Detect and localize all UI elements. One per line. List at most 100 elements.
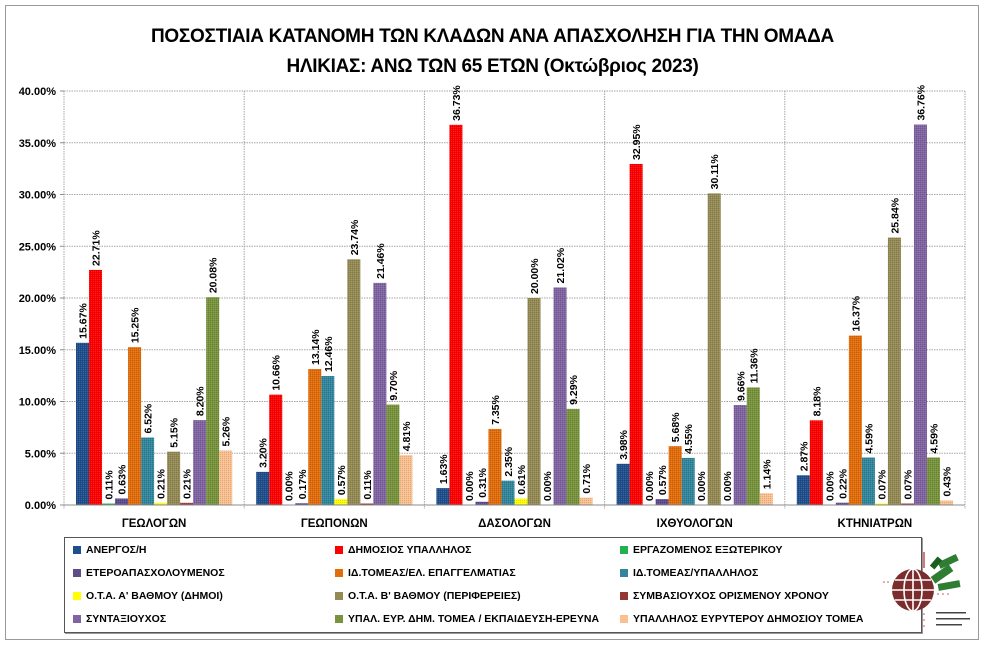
y-tick-label: 20.00% <box>19 293 57 305</box>
legend-label: ΔΗΜΟΣΙΟΣ ΥΠΑΛΛΗΛΟΣ <box>348 544 472 556</box>
legend-item: ΥΠΑΛ. ΕΥΡ. ΔΗΜ. ΤΟΜΕΑ / ΕΚΠΑΙΔΕΥΣΗ-ΕΡΕΥΝ… <box>335 613 599 625</box>
y-axis: 0.00% 5.00% 10.00% 15.00% 20.00% 25.00% 30.00%… <box>19 86 64 512</box>
legend-item: Ο.Τ.Α. Α' ΒΑΘΜΟΥ (ΔΗΜΟΙ) <box>73 590 223 602</box>
legend-item: ΔΗΜΟΣΙΟΣ ΥΠΑΛΛΗΛΟΣ <box>335 544 471 556</box>
legend-label: ΥΠΑΛΛΗΛΟΣ ΕΥΡΥΤΕΡΟΥ ΔΗΜΟΣΙΟΥ ΤΟΜΕΑ <box>633 613 864 625</box>
data-label: 5.68% <box>670 412 682 442</box>
data-label: 0.21% <box>156 468 168 498</box>
legend-swatch-icon <box>335 546 343 554</box>
legend-item: ΥΠΑΛΛΗΛΟΣ ΕΥΡΥΤΕΡΟΥ ΔΗΜΟΣΙΟΥ ΤΟΜΕΑ <box>620 613 864 625</box>
gridlines <box>63 90 966 509</box>
data-label: 9.29% <box>568 374 580 404</box>
data-label: 0.00% <box>542 471 554 501</box>
data-label: 23.74% <box>349 219 361 255</box>
legend-swatch-icon <box>73 592 81 600</box>
data-label: 1.63% <box>438 454 450 484</box>
data-label: 4.59% <box>928 423 940 453</box>
data-label: 0.22% <box>837 468 849 498</box>
data-label: 20.00% <box>529 258 541 294</box>
data-label: 12.46% <box>323 336 335 372</box>
data-label: 8.18% <box>811 386 823 416</box>
legend-label: Ο.Τ.Α. Α' ΒΑΘΜΟΥ (ΔΗΜΟΙ) <box>86 590 223 602</box>
data-label: 6.52% <box>143 403 155 433</box>
data-label: 0.71% <box>581 463 593 493</box>
data-label: 21.46% <box>375 243 387 279</box>
data-label: 0.00% <box>696 471 708 501</box>
x-category-label: ΓΕΩΠΟΝΩΝ <box>301 518 368 530</box>
data-label: 11.36% <box>748 348 760 384</box>
legend-label: ΣΥΜΒΑΣΙΟΥΧΟΣ ΟΡΙΣΜΕΝΟΥ ΧΡΟΝΟΥ <box>633 590 829 602</box>
data-label: 15.67% <box>78 303 90 339</box>
data-label: 16.37% <box>850 295 862 331</box>
legend-item: ΣΥΜΒΑΣΙΟΥΧΟΣ ΟΡΙΣΜΕΝΟΥ ΧΡΟΝΟΥ <box>620 590 829 602</box>
data-label: 0.00% <box>464 471 476 501</box>
y-tick-label: 30.00% <box>19 190 57 202</box>
data-label: 4.55% <box>683 423 695 453</box>
data-label: 36.73% <box>451 85 463 121</box>
legend-swatch-icon <box>335 615 343 623</box>
chart-title-line-2: ΗΛΙΚΙΑΣ: ΑΝΩ ΤΩΝ 65 ΕΤΩΝ (Οκτώβριος 2023… <box>286 56 699 77</box>
legend-swatch-icon <box>620 615 628 623</box>
data-label: 30.11% <box>709 154 721 190</box>
data-label: 0.00% <box>824 471 836 501</box>
data-label: 0.61% <box>516 464 528 494</box>
x-category-label: ΓΕΩΛΟΓΩΝ <box>122 518 187 530</box>
legend-swatch-icon <box>335 569 343 577</box>
data-label: 9.70% <box>388 370 400 400</box>
data-label: 0.57% <box>657 465 669 495</box>
y-tick-label: 15.00% <box>19 345 57 357</box>
y-tick-label: 35.00% <box>19 138 57 150</box>
data-label: 3.98% <box>618 429 630 459</box>
data-label: 0.00% <box>644 471 656 501</box>
data-label: 4.81% <box>401 421 413 451</box>
legend-item: ΕΤΕΡΟΑΠΑΣΧΟΛΟΥΜΕΝΟΣ <box>73 567 225 579</box>
chart-frame <box>5 5 979 640</box>
chart-title: ΠΟΣΟΣΤΙΑΙΑ ΚΑΤΑΝΟΜΗ ΤΩΝ ΚΛΑΔΩΝ ΑΝΑ ΑΠΑΣΧ… <box>0 22 985 82</box>
legend-item: ΣΥΝΤΑΞΙΟΥΧΟΣ <box>73 613 166 625</box>
data-label: 4.59% <box>863 423 875 453</box>
data-label: 10.66% <box>271 354 283 390</box>
legend-item: ΙΔ.ΤΟΜΕΑΣ/ΕΛ. ΕΠΑΓΓΕΛΜΑΤΙΑΣ <box>335 567 516 579</box>
y-tick-label: 0.00% <box>25 500 56 512</box>
data-label: 0.07% <box>876 469 888 499</box>
data-label: 32.95% <box>631 124 643 160</box>
data-label: 0.11% <box>362 470 374 500</box>
legend-item: Ο.Τ.Α. Β' ΒΑΘΜΟΥ (ΠΕΡΙΦΕΡΕΙΕΣ) <box>335 590 521 602</box>
x-category-label: ΔΑΣΟΛΟΓΩΝ <box>478 518 551 530</box>
data-label: 0.07% <box>902 469 914 499</box>
x-axis: ΓΕΩΛΟΓΩΝ ΓΕΩΠΟΝΩΝ ΔΑΣΟΛΟΓΩΝ ΙΧΘΥΟΛΟΓΩΝ ΚΤΗΝΙ… <box>64 504 965 530</box>
x-category-label: ΙΧΘΥΟΛΟΓΩΝ <box>657 518 733 530</box>
legend-label: ΥΠΑΛ. ΕΥΡ. ΔΗΜ. ΤΟΜΕΑ / ΕΚΠΑΙΔΕΥΣΗ-ΕΡΕΥΝ… <box>348 613 600 625</box>
data-label: 2.87% <box>798 441 810 471</box>
data-label: 0.31% <box>477 467 489 497</box>
data-label: 15.25% <box>130 307 142 343</box>
data-label: 0.57% <box>336 465 348 495</box>
legend-swatch-icon <box>620 592 628 600</box>
data-label: 9.66% <box>735 371 747 401</box>
legend-label: ΕΡΓΑΖΟΜΕΝΟΣ ΕΞΩΤΕΡΙΚΟΥ <box>633 544 783 556</box>
legend-swatch-icon <box>620 546 628 554</box>
legend-label: ΑΝΕΡΓΟΣ/Η <box>86 544 147 556</box>
chart-title-line-1: ΠΟΣΟΣΤΙΑΙΑ ΚΑΤΑΝΟΜΗ ΤΩΝ ΚΛΑΔΩΝ ΑΝΑ ΑΠΑΣΧ… <box>151 26 834 47</box>
legend-swatch-icon <box>73 615 81 623</box>
data-label: 5.15% <box>169 417 181 447</box>
chart-legend: ΑΝΕΡΓΟΣ/Η ΔΗΜΟΣΙΟΣ ΥΠΑΛΛΗΛΟΣ ΕΡΓΑΖΟΜΕΝΟΣ Ε… <box>64 537 922 633</box>
globe-with-olive-branch-logo-icon <box>883 552 970 627</box>
legend-label: ΙΔ.ΤΟΜΕΑΣ/ΥΠΑΛΛΗΛΟΣ <box>633 567 759 579</box>
data-label: 0.00% <box>722 471 734 501</box>
data-label: 5.26% <box>221 416 233 446</box>
legend-item: ΕΡΓΑΖΟΜΕΝΟΣ ΕΞΩΤΕΡΙΚΟΥ <box>620 544 783 556</box>
data-label: 0.11% <box>104 470 116 500</box>
data-labels: 15.67%22.71%0.11% 0.63%15.25%6.52%0.21%5.… <box>78 84 954 501</box>
legend-swatch-icon <box>335 592 343 600</box>
data-label: 2.35% <box>503 446 515 476</box>
legend-item: ΙΔ.ΤΟΜΕΑΣ/ΥΠΑΛΛΗΛΟΣ <box>620 567 758 579</box>
data-label: 22.71% <box>91 230 103 266</box>
legend-item: ΑΝΕΡΓΟΣ/Η <box>73 544 146 556</box>
legend-swatch-icon <box>73 569 81 577</box>
legend-swatch-icon <box>620 569 628 577</box>
data-label: 25.84% <box>889 197 901 233</box>
bar-series <box>76 124 953 506</box>
data-label: 0.43% <box>941 466 953 496</box>
